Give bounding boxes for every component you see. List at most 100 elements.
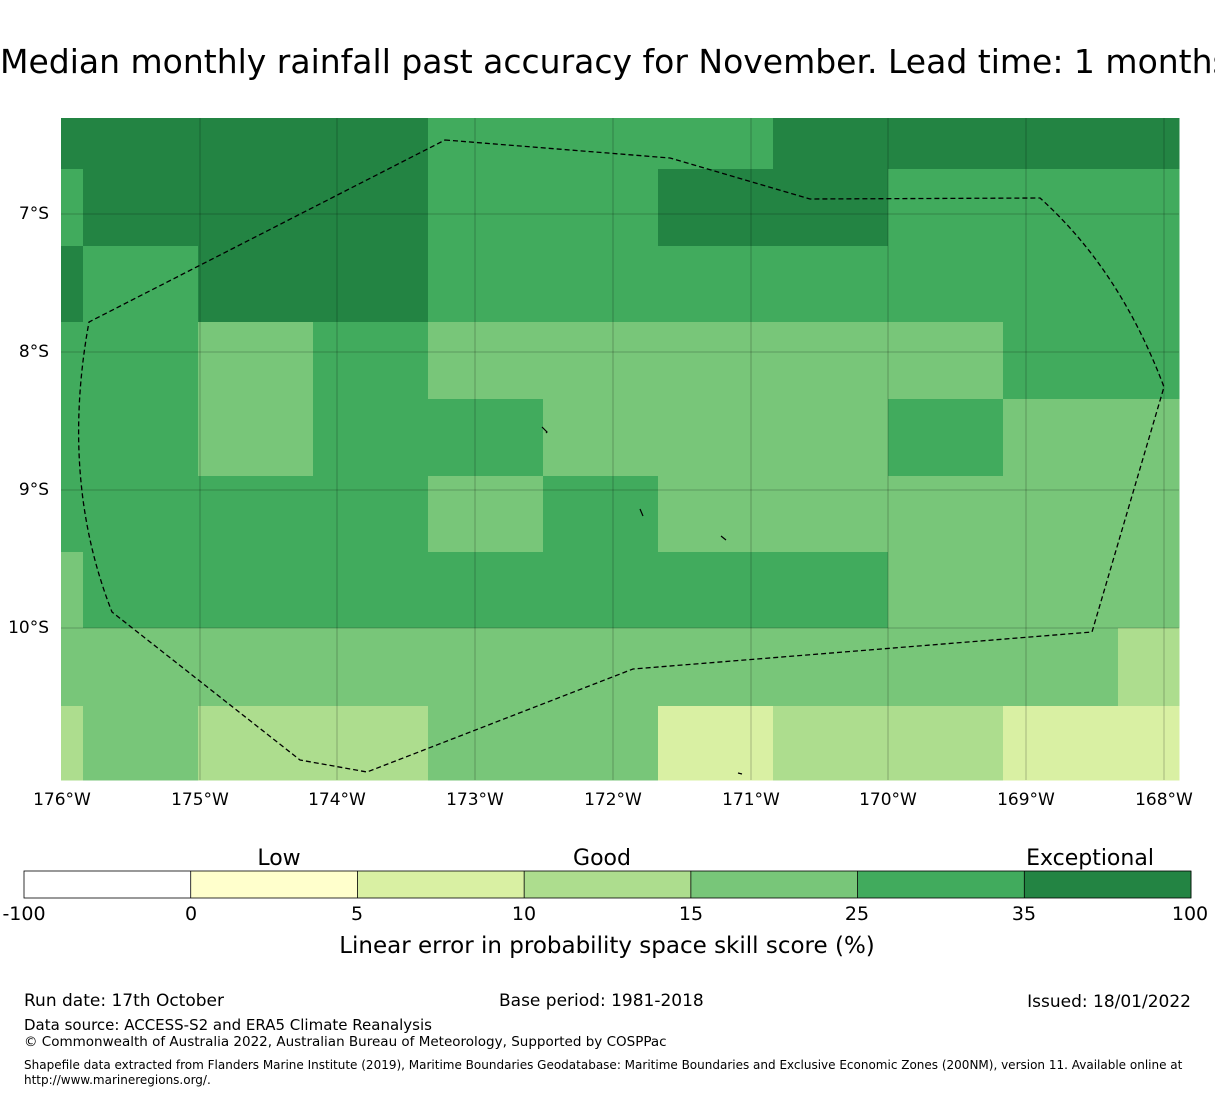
colorbar-tick-label: 100 [1172,903,1208,925]
y-tick-label: 7°S [19,204,49,224]
x-tick-label: 176°W [33,790,91,810]
skill-cell [83,169,199,247]
skill-cell [1003,399,1119,477]
data-source: Data source: ACCESS-S2 and ERA5 Climate … [24,1016,432,1034]
skill-cell [773,118,889,170]
skill-cell [543,118,659,170]
x-tick-label: 174°W [308,790,366,810]
skill-cell [198,476,314,553]
skill-cell [428,628,544,707]
skill-cell [888,399,1004,477]
skill-cell [543,628,659,707]
x-tick-label: 175°W [171,790,229,810]
skill-grid [61,118,1180,781]
colorbar-axis-label: Linear error in probability space skill … [339,933,875,959]
skill-cell [1118,476,1180,553]
skill-cell [61,552,84,629]
skill-cell [428,706,544,781]
eez-boundary [78,139,1165,773]
base-period: Base period: 1981-2018 [499,991,704,1011]
skill-cell [773,169,889,247]
skill-cell [1003,552,1119,629]
skill-cell [773,706,889,781]
skill-cell [888,118,1004,170]
skill-cell [888,322,1004,400]
skill-cell [428,246,544,323]
skill-cell [1003,246,1119,323]
island-marker [720,535,727,541]
skill-cell [658,169,774,247]
skill-cell [1118,552,1180,629]
skill-cell [1118,322,1180,400]
skill-cell [83,118,199,170]
skill-cell [658,552,774,629]
island-marker [639,508,644,517]
colorbar [24,871,1192,898]
skill-cell [198,399,314,477]
skill-cell [773,628,889,707]
colorbar-tick-label: 0 [185,903,197,925]
skill-cell [428,322,544,400]
skill-cell [1118,628,1180,707]
skill-cell [198,322,314,400]
y-tick-label: 9°S [19,480,49,500]
x-tick-label: 173°W [446,790,504,810]
skill-cell [773,476,889,553]
skill-cell [1118,118,1180,170]
skill-cell [198,246,314,323]
skill-cell [61,169,84,247]
skill-cell [773,399,889,477]
skill-cell [83,476,199,553]
skill-cell [61,628,84,707]
skill-cell [1003,322,1119,400]
legend-category-exceptional: Exceptional [1026,846,1154,871]
skill-cell [543,246,659,323]
colorbar-segment [690,871,859,898]
skill-cell [658,706,774,781]
skill-cell [543,476,659,553]
colorbar-tick-label: -100 [2,903,45,925]
skill-cell [61,399,84,477]
skill-cell [61,706,84,781]
skill-cell [313,118,429,170]
skill-cell [658,399,774,477]
skill-cell [773,246,889,323]
skill-cell [83,706,199,781]
colorbar-tick-label: 5 [351,903,363,925]
skill-cell [83,246,199,323]
island-marker [541,426,548,434]
colorbar-segment [24,871,192,898]
skill-cell [543,552,659,629]
skill-cell [428,169,544,247]
skill-cell [888,169,1004,247]
skill-cell [61,246,84,323]
island-marker [737,772,743,775]
skill-cell [658,322,774,400]
skill-cell [61,476,84,553]
skill-cell [888,628,1004,707]
skill-cell [428,399,544,477]
colorbar-tick-label: 25 [845,903,869,925]
x-tick-label: 172°W [584,790,642,810]
issued-date: Issued: 18/01/2022 [1027,992,1191,1012]
skill-cell [543,399,659,477]
skill-cell [658,246,774,323]
skill-cell [313,552,429,629]
skill-cell [313,476,429,553]
skill-cell [198,628,314,707]
skill-cell [543,322,659,400]
skill-cell [83,322,199,400]
skill-cell [428,476,544,553]
x-tick-label: 171°W [722,790,780,810]
skill-cell [658,476,774,553]
colorbar-segment [524,871,692,898]
colorbar-frame [23,870,1192,899]
skill-cell [198,118,314,170]
map-title: Median monthly rainfall past accuracy fo… [0,42,1215,81]
skill-cell [313,322,429,400]
skill-cell [428,552,544,629]
run-date: Run date: 17th October [24,991,224,1011]
skill-cell [198,552,314,629]
colorbar-segment [357,871,525,898]
